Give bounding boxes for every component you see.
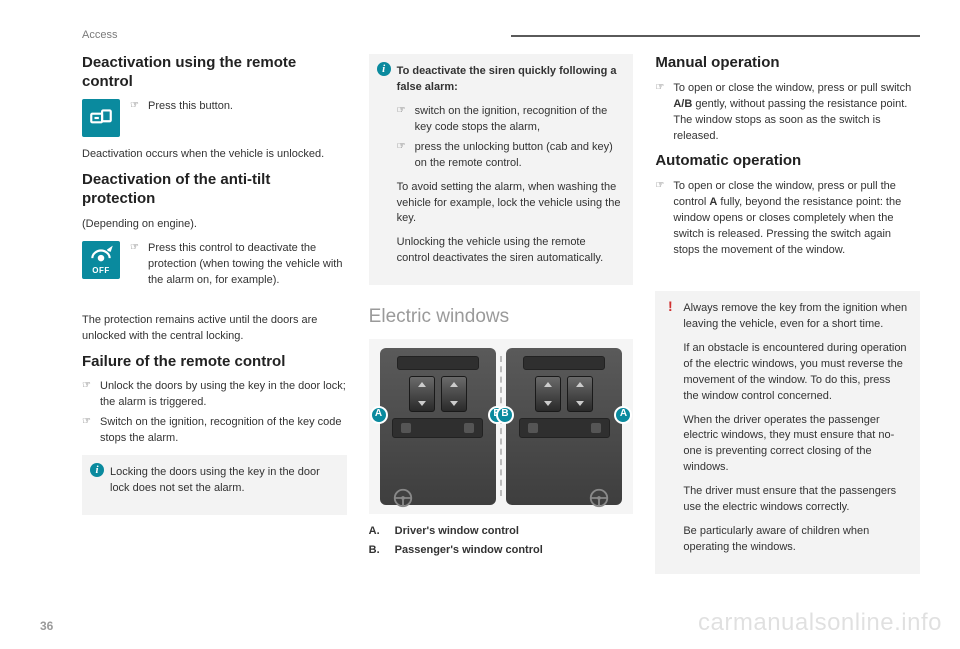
warn-p1: Always remove the key from the ignition … [683, 301, 908, 333]
heading-automatic-operation: Automatic operation [655, 152, 920, 171]
callout-warning-windows: Always remove the key from the ignition … [655, 291, 920, 574]
badge-a-right: A [614, 406, 632, 424]
watermark: carmanualsonline.info [698, 606, 942, 641]
para-remain-active: The protection remains active until the … [82, 313, 347, 345]
legend-a-text: Driver's window control [395, 524, 519, 540]
legend-b-label: B. [369, 543, 387, 559]
tilt-off-icon: OFF [82, 241, 120, 279]
para-deact-unlocked: Deactivation occurs when the vehicle is … [82, 147, 347, 163]
callout-siren-title: To deactivate the siren quickly followin… [397, 64, 622, 96]
icon-row-tilt: OFF Press this control to deactivate the… [82, 241, 347, 301]
section-label: Access [82, 28, 117, 44]
page-number: 36 [40, 618, 53, 635]
badge-a-left: A [370, 406, 388, 424]
rocker-right-1 [535, 376, 561, 412]
rocker-right-2 [567, 376, 593, 412]
columns: Deactivation using the remote control Pr… [82, 54, 920, 584]
warn-p3: When the driver operates the passenger e… [683, 413, 908, 477]
auto-steps: To open or close the window, press or pu… [655, 179, 920, 259]
column-right: Manual operation To open or close the wi… [655, 54, 920, 584]
failure-step-2: Switch on the ignition, recognition of t… [82, 415, 347, 447]
callout-lock-key-text: Locking the doors using the key in the d… [110, 465, 335, 497]
steering-icon-left [392, 487, 414, 509]
figure-window-controls: A B B A [369, 339, 634, 514]
remote-deactivate-icon [82, 99, 120, 137]
step-press-control: Press this control to deactivate the pro… [130, 241, 347, 289]
auto-step: To open or close the window, press or pu… [655, 179, 920, 259]
legend-b-text: Passenger's window control [395, 543, 543, 559]
warn-p4: The driver must ensure that the passenge… [683, 484, 908, 516]
heading-electric-windows: Electric windows [369, 303, 634, 331]
callout-siren-p2: Unlocking the vehicle using the remote c… [397, 235, 622, 267]
icon-row-remote: Press this button. [82, 99, 347, 137]
rocker-left-1 [409, 376, 435, 412]
panel-right: B A [506, 348, 622, 506]
warn-p5: Be particularly aware of children when o… [683, 524, 908, 556]
badge-b-right: B [496, 406, 514, 424]
heading-deactivation-tilt: Deactivation of the anti-tilt protection [82, 171, 347, 209]
off-label: OFF [92, 265, 110, 277]
failure-step-1: Unlock the doors by using the key in the… [82, 379, 347, 411]
callout-siren-item-1: switch on the ignition, recognition of t… [397, 104, 622, 136]
callout-siren-p1: To avoid setting the alarm, when washing… [397, 180, 622, 228]
figure-legend: A. Driver's window control B. Passenger's … [369, 524, 634, 559]
heading-deactivation-remote: Deactivation using the remote control [82, 54, 347, 92]
remote-steps: Press this button. [130, 99, 233, 119]
callout-lock-key: Locking the doors using the key in the d… [82, 455, 347, 515]
callout-siren-item-2: press the unlocking button (cab and key)… [397, 140, 622, 172]
warn-p2: If an obstacle is encountered during ope… [683, 341, 908, 405]
manual-step: To open or close the window, press or pu… [655, 81, 920, 145]
step-press-button: Press this button. [130, 99, 233, 115]
rocker-left-2 [441, 376, 467, 412]
tilt-steps: Press this control to deactivate the pro… [130, 241, 347, 293]
callout-deactivate-siren: To deactivate the siren quickly followin… [369, 54, 634, 285]
page: Access Deactivation using the remote con… [0, 0, 960, 594]
top-bar: Access [82, 28, 920, 44]
failure-steps: Unlock the doors by using the key in the… [82, 379, 347, 447]
para-depending-engine: (Depending on engine). [82, 217, 347, 233]
manual-steps: To open or close the window, press or pu… [655, 81, 920, 145]
column-middle: To deactivate the siren quickly followin… [369, 54, 634, 584]
heading-failure-remote: Failure of the remote control [82, 353, 347, 372]
header-rule [511, 35, 920, 37]
panel-left: A B [380, 348, 496, 506]
callout-siren-list: switch on the ignition, recognition of t… [397, 104, 622, 172]
steering-icon-right [588, 487, 610, 509]
figure-divider [500, 356, 502, 496]
heading-manual-operation: Manual operation [655, 54, 920, 73]
legend-a-label: A. [369, 524, 387, 540]
column-left: Deactivation using the remote control Pr… [82, 54, 347, 584]
